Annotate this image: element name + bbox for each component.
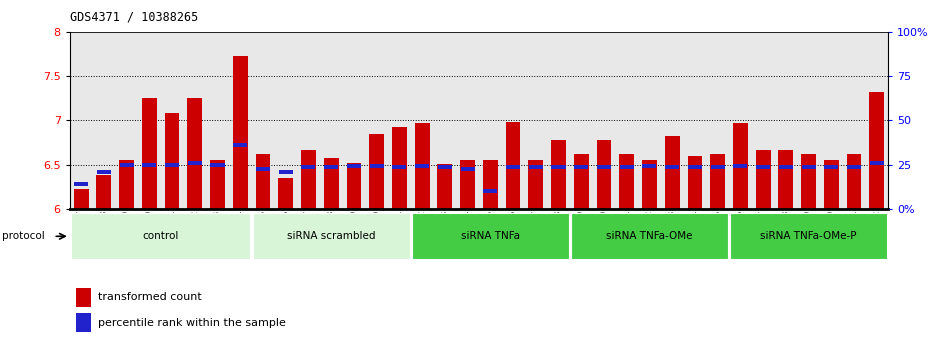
Bar bbox=[392, 127, 406, 209]
Bar bbox=[73, 189, 88, 209]
Bar bbox=[256, 154, 271, 209]
Text: siRNA scrambled: siRNA scrambled bbox=[287, 231, 376, 241]
Bar bbox=[324, 158, 339, 209]
Bar bbox=[733, 123, 748, 209]
Bar bbox=[506, 122, 521, 209]
Bar bbox=[824, 165, 838, 169]
Bar bbox=[619, 165, 633, 169]
Bar bbox=[97, 175, 112, 209]
Bar bbox=[233, 143, 247, 147]
Bar bbox=[256, 167, 270, 171]
Bar bbox=[392, 165, 406, 169]
Text: transformed count: transformed count bbox=[99, 292, 202, 302]
Bar bbox=[369, 134, 384, 209]
Text: percentile rank within the sample: percentile rank within the sample bbox=[99, 318, 286, 328]
Bar bbox=[279, 170, 293, 174]
Text: siRNA TNFa-OMe: siRNA TNFa-OMe bbox=[606, 231, 693, 241]
Bar bbox=[574, 154, 589, 209]
Bar bbox=[210, 162, 224, 167]
Bar bbox=[71, 213, 250, 259]
Bar bbox=[801, 154, 816, 209]
Bar bbox=[730, 213, 887, 259]
Bar bbox=[165, 162, 179, 167]
Bar bbox=[438, 165, 452, 169]
Bar bbox=[528, 160, 543, 209]
Bar bbox=[301, 165, 315, 169]
Text: control: control bbox=[142, 231, 179, 241]
Bar bbox=[756, 165, 770, 169]
Bar bbox=[165, 113, 179, 209]
Bar bbox=[210, 160, 225, 209]
Bar bbox=[369, 164, 384, 169]
Bar bbox=[415, 123, 430, 209]
Text: siRNA TNFa: siRNA TNFa bbox=[461, 231, 520, 241]
Bar bbox=[824, 160, 839, 209]
Text: GDS4371 / 10388265: GDS4371 / 10388265 bbox=[70, 10, 198, 23]
Bar bbox=[253, 213, 409, 259]
Bar bbox=[596, 140, 611, 209]
Bar bbox=[571, 213, 728, 259]
Bar bbox=[76, 313, 91, 332]
Bar bbox=[642, 160, 657, 209]
Bar bbox=[460, 167, 474, 171]
Bar bbox=[484, 189, 498, 193]
Bar bbox=[232, 56, 247, 209]
Bar bbox=[415, 164, 429, 169]
Bar bbox=[483, 160, 498, 209]
Bar bbox=[551, 165, 565, 169]
Bar bbox=[187, 98, 202, 209]
Bar bbox=[551, 140, 565, 209]
Bar bbox=[778, 150, 793, 209]
Bar bbox=[665, 136, 680, 209]
Bar bbox=[687, 156, 702, 209]
Bar bbox=[301, 150, 316, 209]
Bar bbox=[142, 98, 156, 209]
Bar bbox=[688, 165, 702, 169]
Bar bbox=[619, 154, 634, 209]
Bar bbox=[711, 165, 724, 169]
Bar bbox=[325, 165, 339, 169]
Bar bbox=[142, 162, 156, 167]
Bar bbox=[846, 154, 861, 209]
Bar bbox=[643, 164, 657, 169]
Bar bbox=[529, 165, 543, 169]
Bar bbox=[574, 165, 589, 169]
Bar bbox=[597, 165, 611, 169]
Bar bbox=[347, 164, 361, 169]
Bar bbox=[119, 160, 134, 209]
Text: protocol: protocol bbox=[2, 231, 45, 241]
Bar bbox=[506, 165, 520, 169]
Bar bbox=[74, 182, 88, 186]
Bar bbox=[870, 92, 884, 209]
Bar bbox=[847, 165, 861, 169]
Bar bbox=[802, 165, 816, 169]
Bar bbox=[756, 150, 770, 209]
Bar bbox=[665, 165, 679, 169]
Bar bbox=[120, 162, 134, 167]
Bar bbox=[778, 165, 793, 169]
Bar bbox=[412, 213, 569, 259]
Bar bbox=[347, 163, 361, 209]
Bar bbox=[97, 170, 111, 174]
Bar bbox=[278, 178, 293, 209]
Bar bbox=[188, 161, 202, 165]
Bar bbox=[76, 287, 91, 307]
Bar bbox=[734, 164, 748, 169]
Bar bbox=[460, 160, 475, 209]
Bar bbox=[870, 161, 884, 165]
Bar bbox=[437, 164, 452, 209]
Text: siRNA TNFa-OMe-P: siRNA TNFa-OMe-P bbox=[761, 231, 857, 241]
Bar bbox=[711, 154, 725, 209]
